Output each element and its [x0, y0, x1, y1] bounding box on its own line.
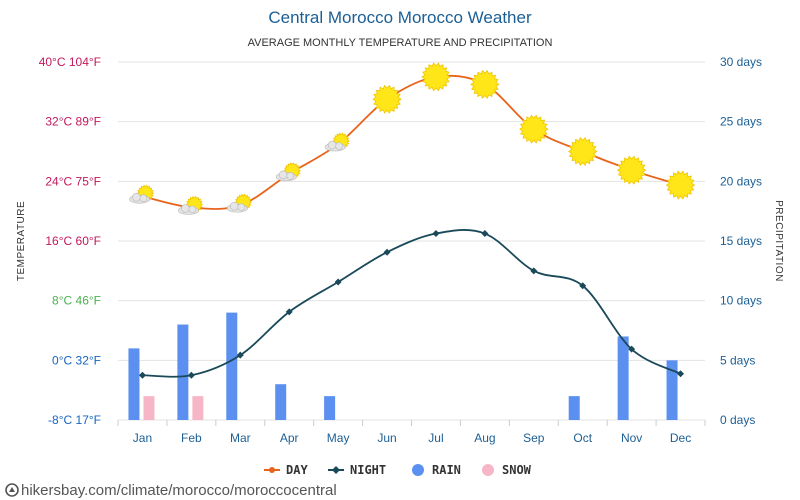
partly-cloudy-icon: [129, 184, 155, 204]
partly-cloudy-icon: [226, 193, 253, 213]
night-point: [579, 282, 587, 290]
snow-bar: [192, 396, 204, 420]
precipitation-bars: [128, 312, 678, 420]
legend-item-snow[interactable]: SNOW: [482, 463, 532, 477]
x-tick-label: Mar: [230, 431, 251, 445]
day-temperature-line: [142, 74, 681, 210]
x-tick-label: Jul: [428, 431, 443, 445]
y-right-tick-label: 10 days: [720, 294, 762, 308]
y-left-tick-label: -8°C 17°F: [48, 413, 101, 427]
night-point: [285, 308, 293, 316]
night-point: [383, 248, 391, 256]
partly-cloudy-icon: [324, 132, 350, 152]
sun-icon: [470, 69, 500, 99]
night-point: [187, 371, 195, 379]
rain-bar: [128, 348, 140, 420]
night-temperature-line: [142, 229, 681, 378]
legend-label: NIGHT: [350, 463, 386, 477]
sun-icon: [616, 155, 647, 185]
legend-item-day[interactable]: DAY: [264, 463, 308, 477]
x-tick-label: Dec: [670, 431, 691, 445]
legend: DAY NIGHT RAIN SNOW: [264, 463, 532, 477]
rain-bar: [324, 396, 336, 420]
legend-night-swatch-diamond: [332, 466, 340, 474]
y-right-tick-label: 30 days: [720, 55, 762, 69]
legend-item-rain[interactable]: RAIN: [412, 463, 461, 477]
night-markers: [138, 230, 685, 379]
weather-icons: [129, 62, 696, 215]
x-tick-label: Apr: [280, 431, 299, 445]
rain-bar: [666, 360, 678, 420]
y-right-tick-label: 5 days: [720, 353, 755, 367]
night-point: [138, 371, 146, 379]
legend-snow-swatch: [482, 464, 494, 476]
night-point: [432, 230, 440, 238]
night-point: [628, 345, 636, 353]
y-left-axis-label: TEMPERATURE: [16, 201, 27, 281]
night-point: [530, 267, 538, 275]
sun-icon: [567, 136, 598, 167]
hikersbay-logo-icon: [5, 483, 19, 497]
x-tick-label: Jun: [377, 431, 396, 445]
sun-icon: [519, 114, 549, 144]
y-left-tick-label: 40°C 104°F: [39, 55, 101, 69]
chart-title: Central Morocco Morocco Weather: [268, 8, 532, 27]
rain-bar: [226, 312, 238, 420]
y-left-tick-label: 0°C 32°F: [52, 353, 101, 367]
sun-icon: [665, 170, 696, 200]
night-point: [481, 230, 489, 238]
sun-icon: [421, 62, 451, 92]
y-right-tick-label: 20 days: [720, 174, 762, 188]
x-tick-label: Sep: [523, 431, 545, 445]
sun-icon: [372, 84, 402, 114]
partly-cloudy-icon: [178, 195, 204, 215]
footer[interactable]: hikersbay.com/climate/morocco/moroccocen…: [5, 482, 337, 499]
snow-bar: [143, 396, 155, 420]
night-point: [236, 351, 244, 359]
grid-lines: [117, 61, 706, 426]
y-right-tick-label: 25 days: [720, 115, 762, 129]
legend-rain-swatch: [412, 464, 424, 476]
chart-subtitle: AVERAGE MONTHLY TEMPERATURE AND PRECIPIT…: [248, 37, 553, 49]
temperature-lines: [142, 74, 681, 378]
y-left-tick-label: 32°C 89°F: [45, 115, 101, 129]
partly-cloudy-icon: [275, 162, 301, 182]
x-tick-label: Nov: [621, 431, 642, 445]
legend-label: DAY: [286, 463, 308, 477]
legend-label: RAIN: [432, 463, 461, 477]
night-point: [334, 278, 342, 286]
y-right-tick-label: 15 days: [720, 234, 762, 248]
x-tick-label: Feb: [181, 431, 202, 445]
axis-ticks: 40°C 104°F 32°C 89°F 24°C 75°F 16°C 60°F 8°C…: [39, 55, 762, 445]
y-left-tick-label: 16°C 60°F: [45, 234, 101, 248]
rain-bar: [617, 336, 629, 420]
legend-label: SNOW: [502, 463, 532, 477]
rain-bar: [275, 384, 287, 420]
legend-item-night[interactable]: NIGHT: [328, 463, 386, 477]
x-tick-label: Aug: [474, 431, 495, 445]
night-point: [677, 370, 685, 378]
x-tick-label: Jan: [133, 431, 152, 445]
x-tick-label: Oct: [573, 431, 592, 445]
legend-day-swatch-dot: [269, 467, 275, 473]
y-right-tick-label: 0 days: [720, 413, 755, 427]
rain-bar: [177, 324, 189, 420]
y-left-tick-label: 8°C 46°F: [52, 294, 101, 308]
rain-bar: [568, 396, 580, 420]
x-tick-label: May: [327, 431, 350, 445]
footer-url[interactable]: hikersbay.com/climate/morocco/moroccocen…: [21, 482, 337, 499]
y-right-axis-label: PRECIPITATION: [773, 200, 784, 282]
y-left-tick-label: 24°C 75°F: [45, 174, 101, 188]
